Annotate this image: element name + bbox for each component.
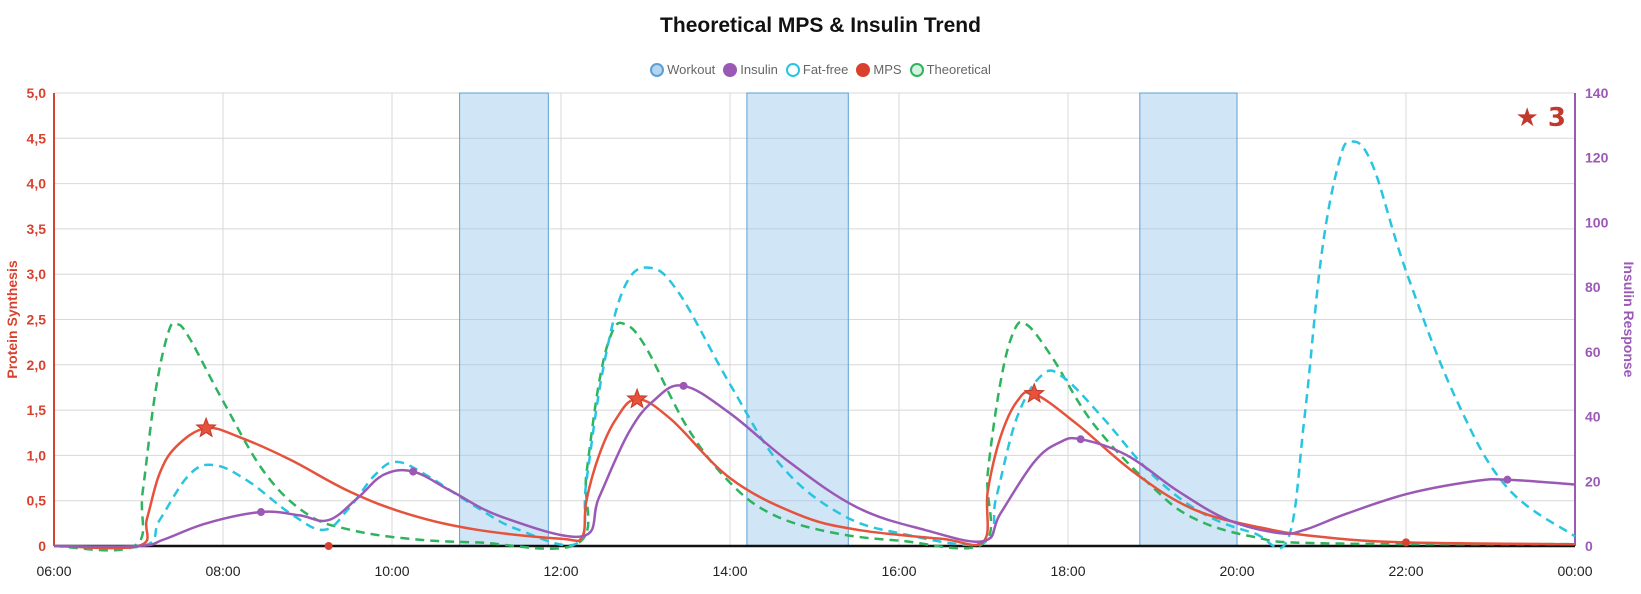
y-left-tick-label: 4,0 xyxy=(27,176,47,192)
y-axis-right-label: Insulin Response xyxy=(1621,262,1637,378)
workout-band xyxy=(459,92,549,547)
y-left-tick-label: 0 xyxy=(38,538,46,554)
legend-swatch xyxy=(723,62,738,77)
legend-label: Fat-free xyxy=(802,62,849,77)
legend-item-insulin[interactable]: Insulin xyxy=(723,62,778,77)
legend-swatch xyxy=(909,62,924,77)
y-left-tick-label: 2,0 xyxy=(27,357,47,373)
x-tick-label: 18:00 xyxy=(1050,563,1085,579)
legend-item-theoretical[interactable]: Theoretical xyxy=(909,62,991,77)
insulin-peak-marker xyxy=(409,467,418,476)
legend-swatch xyxy=(785,62,800,77)
mps-peak-star xyxy=(1023,382,1046,404)
y-left-tick-label: 1,5 xyxy=(27,402,47,418)
insulin-peak-marker xyxy=(679,381,688,390)
x-tick-label: 20:00 xyxy=(1219,563,1254,579)
star-count-badge: ★ 3 xyxy=(1516,103,1566,133)
x-tick-label: 22:00 xyxy=(1388,563,1423,579)
x-tick-label: 00:00 xyxy=(1557,563,1592,579)
x-tick-label: 14:00 xyxy=(712,563,747,579)
legend-label: MPS xyxy=(873,62,902,77)
legend-label: Insulin xyxy=(740,62,778,77)
y-left-tick-label: 2,5 xyxy=(27,312,47,328)
legend: Workout Insulin Fat-free MPS Theoretical xyxy=(0,62,1641,77)
y-right-tick-label: 80 xyxy=(1585,279,1601,295)
legend-item-workout[interactable]: Workout xyxy=(650,62,715,77)
legend-item-mps[interactable]: MPS xyxy=(856,62,902,77)
insulin-peak-marker xyxy=(1503,475,1512,484)
y-left-tick-label: 3,0 xyxy=(27,266,47,282)
mps-peak-star xyxy=(626,387,648,409)
y-left-tick-label: 5,0 xyxy=(27,85,47,101)
x-tick-label: 10:00 xyxy=(374,563,409,579)
insulin-peak-marker xyxy=(1076,435,1085,444)
series-line-fat-free xyxy=(53,140,1576,550)
y-left-tick-label: 0,5 xyxy=(27,493,47,509)
chart-title: Theoretical MPS & Insulin Trend xyxy=(660,14,981,37)
series-line-theoretical xyxy=(53,320,1576,552)
y-right-tick-label: 140 xyxy=(1585,85,1609,101)
legend-swatch xyxy=(856,62,871,77)
mps-peak-star xyxy=(195,416,217,438)
legend-item-fat-free[interactable]: Fat-free xyxy=(785,62,849,77)
x-tick-label: 06:00 xyxy=(36,563,71,579)
y-right-tick-label: 40 xyxy=(1585,409,1601,425)
x-tick-label: 08:00 xyxy=(205,563,240,579)
y-left-tick-label: 1,0 xyxy=(27,447,47,463)
y-left-tick-label: 3,5 xyxy=(27,221,47,237)
y-right-tick-label: 20 xyxy=(1585,473,1601,489)
mps-marker xyxy=(1402,538,1410,547)
y-right-tick-label: 60 xyxy=(1585,344,1601,360)
y-right-tick-label: 120 xyxy=(1585,150,1609,166)
mps-marker xyxy=(324,542,333,550)
workout-band xyxy=(746,92,849,547)
y-right-tick-label: 100 xyxy=(1585,214,1609,230)
y-axis-left-label: Protein Synthesis xyxy=(4,260,20,378)
legend-swatch xyxy=(650,62,665,77)
x-tick-label: 16:00 xyxy=(881,563,916,579)
series-line-insulin xyxy=(53,384,1576,548)
legend-label: Workout xyxy=(667,62,716,77)
workout-band xyxy=(1139,92,1238,547)
series-line-mps xyxy=(53,390,1576,550)
y-right-tick-label: 0 xyxy=(1585,538,1593,554)
legend-label: Theoretical xyxy=(926,62,991,77)
y-left-tick-label: 4,5 xyxy=(27,130,47,146)
x-tick-label: 12:00 xyxy=(543,563,578,579)
insulin-peak-marker xyxy=(257,508,266,517)
